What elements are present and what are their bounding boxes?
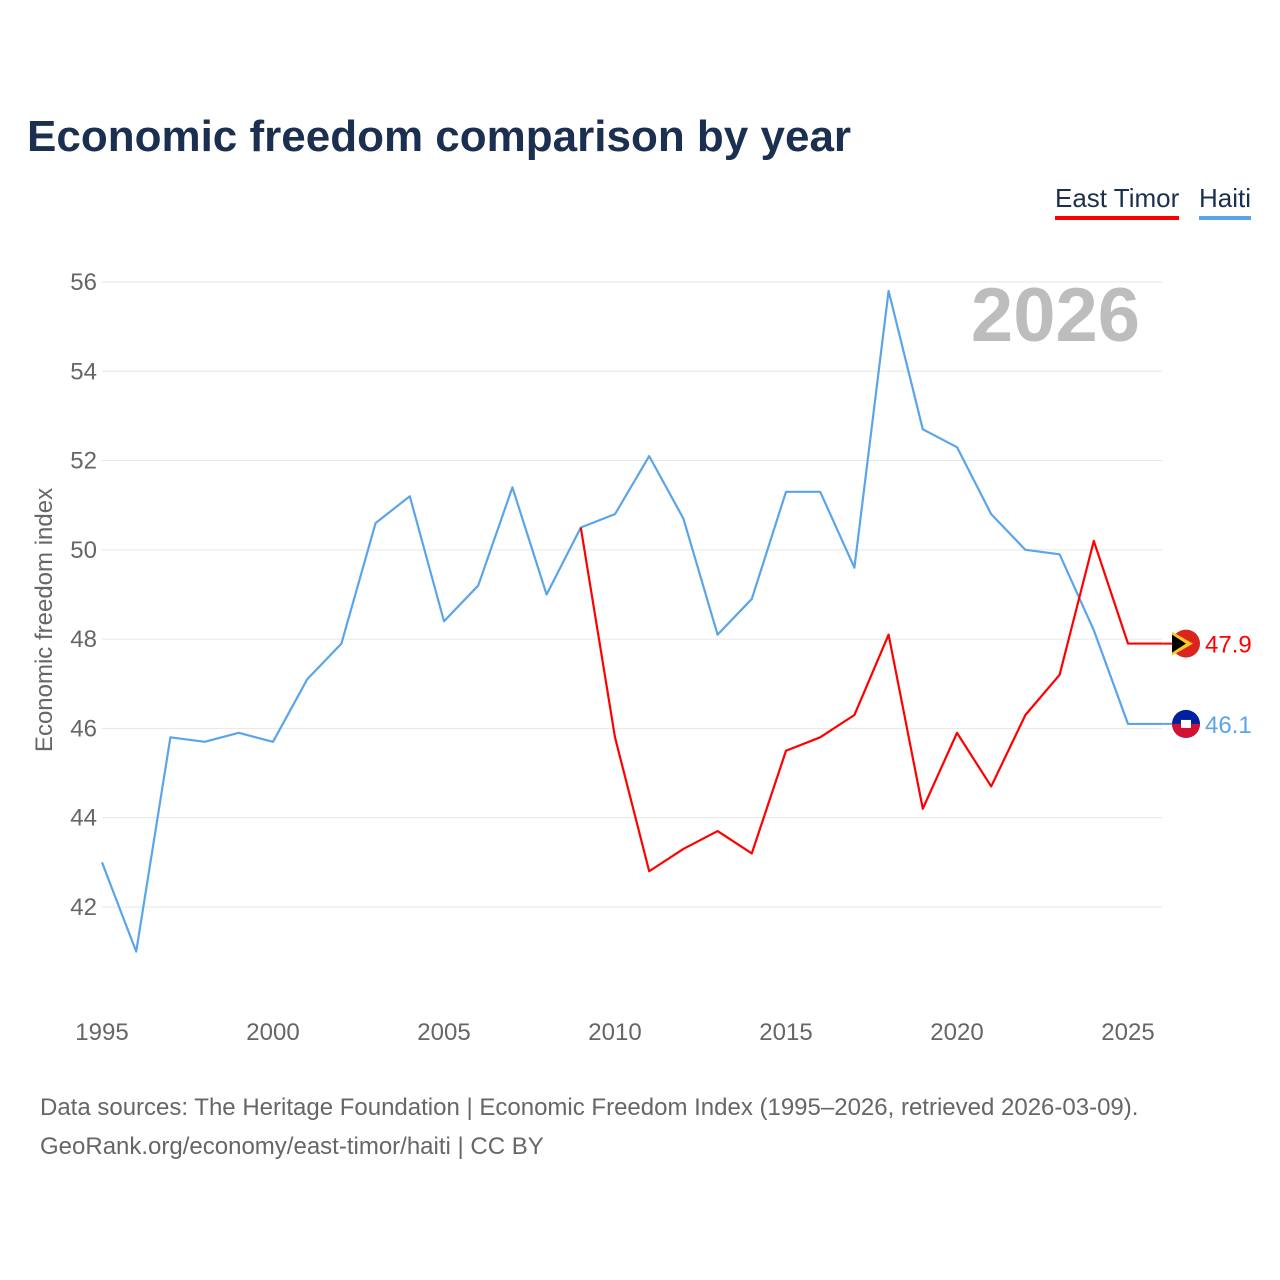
flag-east-timor-icon: [1172, 634, 1186, 653]
end-value-label: 47.9: [1205, 632, 1252, 659]
year-watermark: 2026: [971, 273, 1140, 358]
url-line: GeoRank.org/economy/east-timor/haiti | C…: [40, 1133, 544, 1160]
series-line-east-timor: [579, 527, 1163, 873]
x-tick-label: 2025: [1101, 1019, 1154, 1046]
source-line: Data sources: The Heritage Foundation | …: [40, 1094, 1139, 1121]
y-tick-label: 48: [70, 626, 97, 653]
y-tick-label: 54: [70, 358, 97, 385]
chart-title: Economic freedom comparison by year: [27, 112, 852, 161]
y-tick-label: 50: [70, 537, 97, 564]
series-line-haiti: [100, 289, 1163, 953]
legend-east-timor[interactable]: East Timor: [1055, 183, 1180, 220]
x-tick-label: 2020: [930, 1019, 983, 1046]
y-tick-label: 52: [70, 448, 97, 475]
y-tick-label: 44: [70, 805, 97, 832]
x-tick-label: 2005: [417, 1019, 470, 1046]
legend-haiti[interactable]: Haiti: [1199, 183, 1252, 220]
footer: Data sources: The Heritage Foundation | …: [40, 1088, 1138, 1166]
x-tick-label: 2000: [246, 1019, 299, 1046]
y-tick-label: 56: [70, 269, 97, 296]
flag-haiti-icon: [1181, 719, 1191, 728]
y-axis-label: Economic freedom index: [31, 488, 58, 752]
x-tick-label: 1995: [75, 1019, 128, 1046]
x-tick-label: 2010: [588, 1019, 641, 1046]
x-tick-label: 2015: [759, 1019, 812, 1046]
y-tick-label: 46: [70, 715, 97, 742]
end-value-label: 46.1: [1205, 712, 1252, 739]
flag-haiti-icon: [1172, 723, 1200, 738]
y-tick-label: 42: [70, 894, 97, 921]
